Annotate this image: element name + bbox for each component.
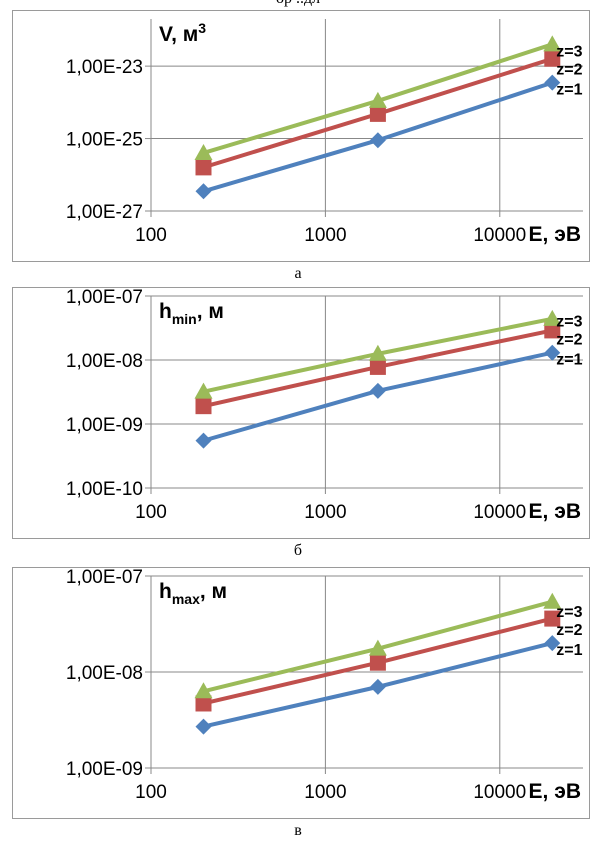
marker-diamond <box>195 183 212 200</box>
marker-triangle <box>543 592 562 609</box>
y-tick-label: 1,00E-09 <box>66 759 143 780</box>
marker-triangle <box>543 309 562 326</box>
y-tick-label: 1,00E-07 <box>66 568 143 588</box>
series-label-z=3: z=3 <box>556 314 582 331</box>
marker-triangle <box>194 682 213 699</box>
marker-triangle <box>194 382 213 399</box>
marker-square <box>195 398 212 415</box>
marker-diamond <box>195 432 212 449</box>
marker-triangle <box>194 143 213 160</box>
caption-b: б <box>293 542 303 559</box>
series-label-z=2: z=2 <box>556 332 582 349</box>
marker-square <box>369 654 386 671</box>
marker-triangle <box>543 35 562 52</box>
series-label-z=3: z=3 <box>556 604 582 621</box>
marker-diamond <box>544 344 561 361</box>
marker-square <box>369 105 386 122</box>
marker-square <box>544 50 561 67</box>
x-tick-label: 10000 <box>473 782 526 803</box>
series-label-z=2: z=2 <box>556 622 582 639</box>
series-label-z=1: z=1 <box>556 352 582 369</box>
x-axis-label: E, эВ <box>529 223 581 246</box>
chart-panel-c: 1,00E-09 1,00E-08 1,00E-07 100 1000 10000 hmax… <box>12 567 590 819</box>
y-tick-label: 1,00E-27 <box>66 202 143 223</box>
y-tick-label: 1,00E-07 <box>66 288 143 308</box>
series-label-z=3: z=3 <box>556 44 582 61</box>
chart-a: 1,00E-27 1,00E-25 1,00E-23 100 1000 10000 V, м… <box>66 19 583 246</box>
marker-triangle <box>368 91 387 108</box>
marker-diamond <box>369 678 386 695</box>
caption-c: в <box>294 822 302 839</box>
marker-square <box>544 322 561 339</box>
marker-triangle <box>368 344 387 361</box>
y-axis-label: hmax, м <box>159 580 227 607</box>
y-axis-label: V, м3 <box>159 20 206 46</box>
y-axis-label: hmin, м <box>159 300 224 327</box>
y-tick-label: 1,00E-09 <box>66 415 143 436</box>
x-tick-label: 10000 <box>473 225 526 246</box>
series-label-z=1: z=1 <box>556 642 582 659</box>
chart-panel-a: 1,00E-27 1,00E-25 1,00E-23 100 1000 10000 V, м… <box>12 10 590 262</box>
x-tick-label: 1000 <box>304 502 346 523</box>
chart-b: 1,00E-10 1,00E-09 1,00E-08 1,00E-07 100 1000 1… <box>66 288 583 523</box>
x-tick-label: 1000 <box>304 782 346 803</box>
y-tick-label: 1,00E-23 <box>66 57 143 78</box>
marker-diamond <box>369 382 386 399</box>
y-tick-label: 1,00E-25 <box>66 130 143 151</box>
series-label-z=2: z=2 <box>556 62 582 79</box>
x-tick-label: 100 <box>135 502 167 523</box>
marker-square <box>195 695 212 712</box>
chart-panel-b: 1,00E-10 1,00E-09 1,00E-08 1,00E-07 100 1000 1… <box>12 287 590 539</box>
series-label-z=1: z=1 <box>556 82 582 99</box>
marker-square <box>195 159 212 176</box>
marker-diamond <box>544 635 561 652</box>
marker-triangle <box>368 639 387 656</box>
marker-square <box>544 610 561 627</box>
x-tick-label: 10000 <box>473 502 526 523</box>
header-fragment: ор ..дл <box>0 0 596 8</box>
x-axis-label: E, эВ <box>529 500 581 523</box>
marker-diamond <box>544 74 561 91</box>
marker-diamond <box>369 132 386 149</box>
marker-diamond <box>195 718 212 735</box>
x-tick-label: 1000 <box>304 225 346 246</box>
chart-c: 1,00E-09 1,00E-08 1,00E-07 100 1000 10000 hmax… <box>66 568 583 803</box>
y-tick-label: 1,00E-08 <box>66 351 143 372</box>
x-tick-label: 100 <box>135 782 167 803</box>
y-tick-label: 1,00E-08 <box>66 663 143 684</box>
caption-a: а <box>294 265 302 282</box>
x-tick-label: 100 <box>135 225 167 246</box>
y-tick-label: 1,00E-10 <box>66 479 143 500</box>
x-axis-label: E, эВ <box>529 780 581 803</box>
marker-square <box>369 358 386 375</box>
